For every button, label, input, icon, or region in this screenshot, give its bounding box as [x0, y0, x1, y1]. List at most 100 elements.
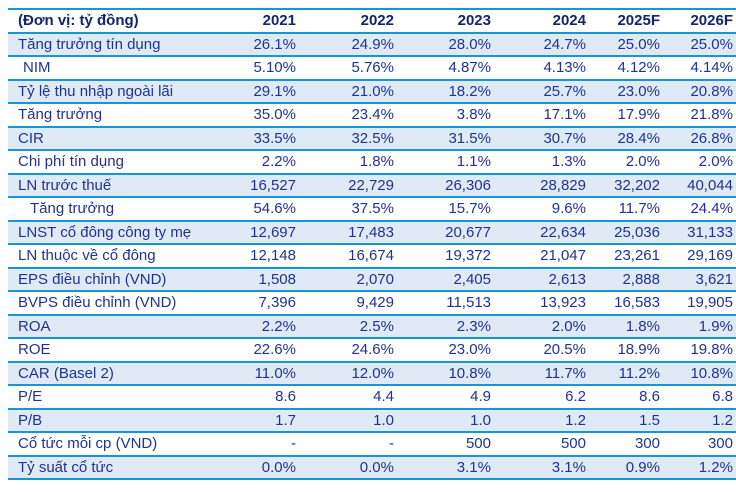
metric-value: 18.9%	[617, 341, 660, 359]
metric-value: 1.5	[639, 411, 660, 429]
metric-value: 35.0%	[253, 106, 296, 124]
metric-value: 4.12%	[617, 59, 660, 77]
table-row-non-interest-income: Tỷ lệ thu nhập ngoài lãi 29.1% 21.0% 18.…	[8, 79, 736, 103]
table-row-profit-to-shareholders: LN thuộc về cổ đông 12,148 16,674 19,372…	[8, 244, 736, 268]
table-row-npat-parent: LNST cổ đông công ty mẹ 12,697 17,483 20…	[8, 220, 736, 244]
metric-value: 26.1%	[253, 35, 296, 53]
col-header-2025f: 2025F	[617, 12, 660, 30]
table-row-roa: ROA 2.2% 2.5% 2.3% 2.0% 1.8% 1.9%	[8, 314, 736, 338]
metric-value: 7,396	[258, 294, 296, 312]
metric-value: 22,634	[540, 223, 586, 241]
metric-value: 19.8%	[690, 341, 733, 359]
table-row-dividend-per-share: Cổ tức mỗi cp (VND) - - 500 500 300 300	[8, 432, 736, 456]
metric-value: 20.8%	[690, 82, 733, 100]
metric-value: 500	[465, 435, 491, 453]
metric-value: 23.4%	[351, 106, 394, 124]
metric-value: 6.2	[565, 388, 586, 406]
metric-value: 33.5%	[253, 129, 296, 147]
metric-label: Tăng trưởng tín dụng	[18, 35, 161, 53]
metric-label: Tỷ suất cổ tức	[18, 458, 114, 476]
metric-value: 1.1%	[456, 153, 491, 171]
metric-value: 23.0%	[617, 82, 660, 100]
metric-value: 15.7%	[448, 200, 491, 218]
metric-value: 2.0%	[698, 153, 733, 171]
metric-value: 12.0%	[351, 364, 394, 382]
metric-value: 25.0%	[617, 35, 660, 53]
metric-value: 1.2	[565, 411, 586, 429]
metric-value: 17.1%	[543, 106, 586, 124]
metric-value: 5.76%	[351, 59, 394, 77]
metric-label: Chi phí tín dụng	[18, 153, 124, 171]
metric-value: 11.7%	[544, 364, 586, 382]
metric-value: 54.6%	[253, 200, 296, 218]
col-header-2021: 2021	[262, 12, 296, 30]
table-row-profit-before-tax: LN trước thuế 16,527 22,729 26,306 28,82…	[8, 173, 736, 197]
metric-value: 9,429	[356, 294, 394, 312]
metric-value: 24.6%	[351, 341, 394, 359]
metric-label: ROA	[18, 317, 51, 335]
metric-value: 21.0%	[351, 82, 394, 100]
metric-value: 25.7%	[543, 82, 586, 100]
metric-value: 12,697	[250, 223, 296, 241]
metric-label: Tỷ lệ thu nhập ngoài lãi	[18, 82, 174, 100]
table-row-car: CAR (Basel 2) 11.0% 12.0% 10.8% 11.7% 11…	[8, 361, 736, 385]
metric-value: 3.8%	[456, 106, 491, 124]
metric-value: 25,036	[614, 223, 660, 241]
metric-value: 32.5%	[351, 129, 394, 147]
metric-value: 21.8%	[690, 106, 733, 124]
metric-value: 11.7%	[618, 200, 660, 218]
metric-value: 23,261	[614, 247, 660, 265]
metric-value: 16,527	[250, 176, 296, 194]
metric-value: 4.87%	[448, 59, 491, 77]
table-row-credit-growth: Tăng trưởng tín dụng 26.1% 24.9% 28.0% 2…	[8, 32, 736, 56]
metric-value: 2,405	[453, 270, 491, 288]
metric-value: 4.13%	[543, 59, 586, 77]
table-row-cir: CIR 33.5% 32.5% 31.5% 30.7% 28.4% 26.8%	[8, 126, 736, 150]
metric-value: 8.6	[275, 388, 296, 406]
metric-value: 2.0%	[625, 153, 660, 171]
metric-value: 1.9%	[698, 317, 733, 335]
table-row-eps: EPS điều chỉnh (VND) 1,508 2,070 2,405 2…	[8, 267, 736, 291]
metric-value: 2.0%	[551, 317, 586, 335]
col-header-2026f: 2026F	[690, 12, 733, 30]
table-row-credit-cost: Chi phí tín dụng 2.2% 1.8% 1.1% 1.3% 2.0…	[8, 150, 736, 174]
metric-value: 24.7%	[543, 35, 586, 53]
metric-value: 22,729	[348, 176, 394, 194]
metric-value: 2.3%	[456, 317, 491, 335]
metric-value: 1.0	[470, 411, 491, 429]
metric-value: 11.2%	[618, 364, 660, 382]
header-row: (Đơn vị: tỷ đồng) 2021 2022 2023 2024 20…	[8, 9, 736, 33]
metric-value: 10.8%	[690, 364, 733, 382]
metric-value: 26,306	[445, 176, 491, 194]
metric-value: 3,621	[695, 270, 733, 288]
metric-value: 2,613	[548, 270, 586, 288]
metric-label: Tăng trưởng	[30, 200, 115, 218]
metric-value: 18.2%	[448, 82, 491, 100]
metric-value: 22.6%	[253, 341, 296, 359]
metric-value: 20.5%	[543, 341, 586, 359]
metric-value: 1.2	[712, 411, 733, 429]
metric-value: 0.9%	[625, 458, 660, 476]
metric-value: 2.5%	[359, 317, 394, 335]
metric-value: 300	[707, 435, 733, 453]
metric-value: 8.6	[639, 388, 660, 406]
metric-value: 4.9	[470, 388, 491, 406]
table-row-pe: P/E 8.6 4.4 4.9 6.2 8.6 6.8	[8, 385, 736, 409]
metric-label: BVPS điều chỉnh (VND)	[18, 294, 177, 312]
metric-value: 25.0%	[690, 35, 733, 53]
col-header-2023: 2023	[457, 12, 491, 30]
metric-value: 11.0%	[254, 364, 296, 382]
metric-value: 3.1%	[551, 458, 586, 476]
metric-value: -	[389, 435, 394, 453]
metric-value: 12,148	[250, 247, 296, 265]
metric-value: -	[291, 435, 296, 453]
table-row-nim: NIM 5.10% 5.76% 4.87% 4.13% 4.12% 4.14%	[8, 56, 736, 80]
metric-value: 1.7	[275, 411, 296, 429]
metric-value: 28.4%	[617, 129, 660, 147]
col-header-2022: 2022	[360, 12, 394, 30]
metric-value: 19,372	[445, 247, 491, 265]
metric-value: 32,202	[614, 176, 660, 194]
metric-value: 21,047	[540, 247, 586, 265]
table-row-pb: P/B 1.7 1.0 1.0 1.2 1.5 1.2	[8, 408, 736, 432]
metric-value: 37.5%	[351, 200, 394, 218]
